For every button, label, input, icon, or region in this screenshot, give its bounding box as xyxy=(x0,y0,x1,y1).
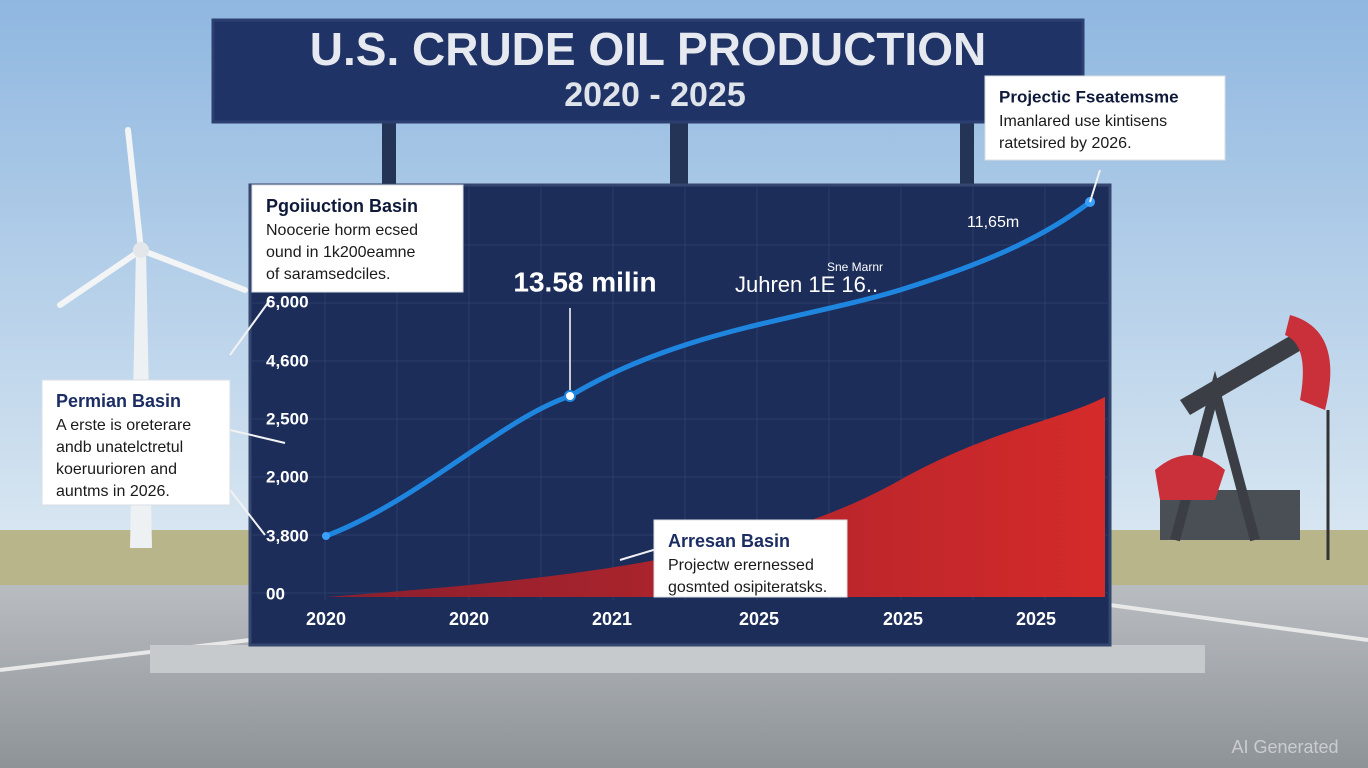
pumpjack xyxy=(1155,315,1331,560)
callout-line: ound in 1k200eamne xyxy=(266,244,416,261)
callout-box xyxy=(984,75,1226,161)
x-axis-label: 2020 xyxy=(306,609,346,629)
y-axis-label: 00 xyxy=(266,584,285,603)
subtitle: 2020 - 2025 xyxy=(564,76,746,114)
callout-box xyxy=(653,519,848,598)
y-axis-label: 2,500 xyxy=(266,409,309,428)
title-board xyxy=(211,18,1085,124)
x-axis-label: 2025 xyxy=(1016,609,1056,629)
billboard-posts xyxy=(382,120,974,188)
callout-line: Noocerie horm ecsed xyxy=(266,222,418,239)
callout-line: Imanlared use kintisens xyxy=(999,113,1167,130)
billboard-base xyxy=(150,645,1205,673)
annotation: Juhren 1E 16.. xyxy=(735,272,878,297)
annotation: 13.58 milin xyxy=(513,266,656,297)
x-axis-label: 2025 xyxy=(739,609,779,629)
point xyxy=(564,390,576,402)
callout-line: ratetsired by 2026. xyxy=(999,135,1132,152)
y-axis-label: 3,800 xyxy=(266,526,309,545)
callout-line: koeruurioren and xyxy=(56,461,177,478)
x-axis-label: 2020 xyxy=(449,609,489,629)
callout-line: Projectw erernessed xyxy=(668,557,814,574)
callout-line: A erste is oreterare xyxy=(56,417,191,434)
red-area xyxy=(326,397,1105,597)
callout-box xyxy=(41,379,231,506)
callout-title: Pgoiiuction Basin xyxy=(266,196,418,216)
callout-pointers xyxy=(229,169,1101,561)
callouts: Pgoiiuction Basin Noocerie horm ecsed ound… xyxy=(41,75,1226,598)
y-axis-label: 4,600 xyxy=(266,351,309,370)
y-axis-label: 6,000 xyxy=(266,292,309,311)
callout-line: andb unatelctretul xyxy=(56,439,183,456)
callout-title: Arresan Basin xyxy=(668,531,790,551)
callout-line: gosmted osipiteratsks. xyxy=(668,579,827,596)
callout-line: auntms in 2026. xyxy=(56,483,170,500)
callout-line: of saramsedciles. xyxy=(266,266,391,283)
point xyxy=(322,532,330,540)
callout-title: Permian Basin xyxy=(56,391,181,411)
callout-title: Projectic Fseatemsme xyxy=(999,87,1179,106)
watermark: AI Generated xyxy=(1231,737,1338,757)
annotation: Sne Marnr xyxy=(827,260,883,274)
x-axis-label: 2025 xyxy=(883,609,923,629)
callout-box xyxy=(251,184,464,293)
y-axis-label: 2,000 xyxy=(266,467,309,486)
annotation: 11,65m xyxy=(967,214,1019,231)
title: U.S. CRUDE OIL PRODUCTION xyxy=(310,23,986,75)
x-axis-label: 2021 xyxy=(592,609,632,629)
blue-line xyxy=(325,200,1092,539)
